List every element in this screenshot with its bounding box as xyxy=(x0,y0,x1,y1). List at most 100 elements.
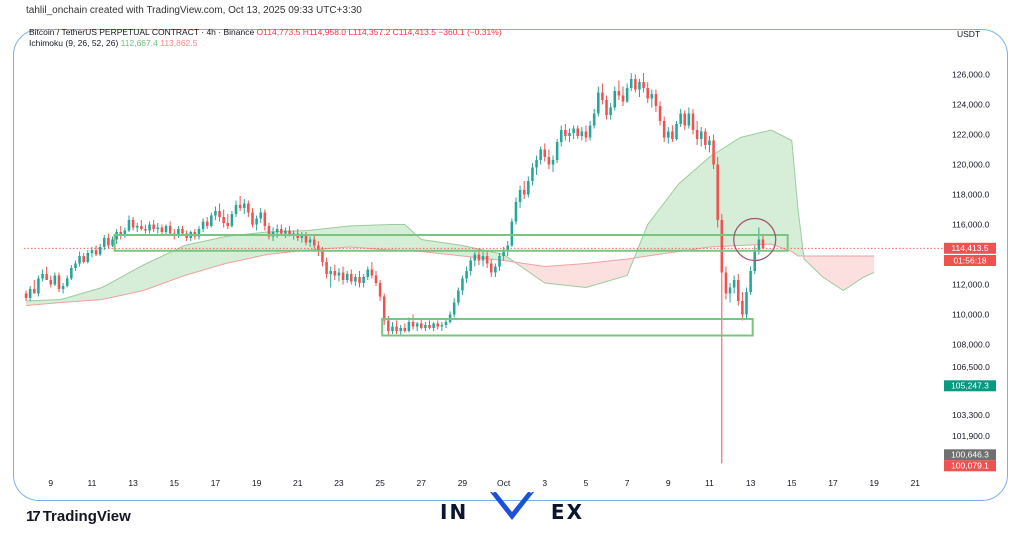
candle-body xyxy=(667,131,670,138)
candle xyxy=(683,110,687,130)
candle xyxy=(156,223,160,234)
x-tick-label: 15 xyxy=(170,478,180,488)
candle-body xyxy=(275,229,279,232)
x-tick-label: 27 xyxy=(417,478,427,488)
candle xyxy=(650,89,654,108)
candle-body xyxy=(28,289,32,298)
candle xyxy=(197,226,201,240)
candle-body xyxy=(675,124,678,139)
indicator-legend[interactable]: Ichimoku (9, 26, 52, 26) 112,667.4 113,8… xyxy=(29,38,197,48)
candle-body xyxy=(559,130,563,142)
candle-body xyxy=(761,239,765,249)
candle xyxy=(420,319,423,330)
candle-body xyxy=(736,280,740,301)
candle xyxy=(461,275,464,295)
candle xyxy=(465,266,468,283)
candle xyxy=(98,244,102,256)
x-tick-label: 13 xyxy=(128,478,138,488)
ichimoku-span-a-line xyxy=(26,129,875,302)
candle xyxy=(378,280,382,301)
candle-body xyxy=(41,274,44,279)
candle xyxy=(597,86,600,117)
candle xyxy=(559,125,563,147)
candle-body xyxy=(671,131,674,139)
symbol-legend[interactable]: Bitcoin / TetherUS PERPETUAL CONTRACT · … xyxy=(29,27,502,37)
candle xyxy=(65,275,69,288)
candle xyxy=(444,319,448,328)
x-tick-label: 25 xyxy=(375,478,385,488)
candle-body xyxy=(300,235,304,238)
candle-body xyxy=(444,322,448,325)
tradingview-logo: 17 TradingView xyxy=(26,508,131,525)
candle xyxy=(28,286,32,301)
x-tick-label: 11 xyxy=(705,478,714,488)
candle xyxy=(720,214,724,464)
candle xyxy=(41,269,44,282)
candle xyxy=(481,251,485,267)
candle-body xyxy=(65,278,69,286)
candle-body xyxy=(214,211,217,216)
candle-body xyxy=(724,272,728,294)
candle-body xyxy=(477,254,481,261)
candle xyxy=(164,224,168,235)
candle-body xyxy=(741,301,744,315)
candle xyxy=(469,257,472,276)
candle xyxy=(745,287,748,319)
y-tick-label: 120,000.0 xyxy=(952,160,990,170)
candle-body xyxy=(428,325,431,328)
candle xyxy=(527,176,530,198)
candle xyxy=(625,83,629,103)
candle-body xyxy=(164,226,168,232)
candle xyxy=(160,224,164,235)
candle xyxy=(403,323,407,333)
invex-watermark: IN EX xyxy=(440,486,584,530)
candle-body xyxy=(399,328,402,331)
candle xyxy=(312,235,316,249)
candle-body xyxy=(489,263,493,273)
candle-body xyxy=(111,239,114,246)
candle xyxy=(45,266,48,280)
candle-body xyxy=(514,202,518,222)
candle-body xyxy=(378,283,382,297)
candle xyxy=(564,124,567,141)
candle xyxy=(135,223,139,232)
candle-body xyxy=(45,274,48,280)
candle xyxy=(440,322,444,331)
candle-body xyxy=(580,131,584,136)
candle xyxy=(222,209,225,228)
candle xyxy=(613,86,617,111)
candle xyxy=(514,197,518,225)
candle-body xyxy=(391,326,394,331)
candle-body xyxy=(757,239,761,250)
candle xyxy=(391,322,394,334)
candle-body xyxy=(687,113,691,126)
resistance-zone xyxy=(113,234,789,252)
candle xyxy=(251,208,254,228)
candle xyxy=(53,272,57,286)
candle-body xyxy=(370,269,374,276)
candle-body xyxy=(403,328,407,331)
candle xyxy=(107,233,110,249)
candle xyxy=(247,200,250,217)
candle-body xyxy=(74,263,77,268)
candle xyxy=(358,271,361,288)
candle-body xyxy=(708,140,711,145)
candle-body xyxy=(263,212,267,226)
y-tick-label: 103,300.0 xyxy=(952,410,990,420)
candle xyxy=(457,287,460,306)
candle-body xyxy=(107,238,110,246)
candle-body xyxy=(70,268,73,279)
candle xyxy=(695,121,699,145)
candle xyxy=(33,280,36,294)
candle-body xyxy=(415,323,419,327)
candle xyxy=(374,271,378,286)
cloud-bullish-area xyxy=(26,224,516,306)
candle xyxy=(354,274,357,286)
candle xyxy=(70,265,73,280)
candle xyxy=(78,251,81,267)
candle xyxy=(708,136,711,153)
candle xyxy=(675,121,678,141)
candle-body xyxy=(222,217,225,223)
ohlc-values: O114,773.5 H114,958.0 L114,357.2 C114,41… xyxy=(256,27,502,37)
